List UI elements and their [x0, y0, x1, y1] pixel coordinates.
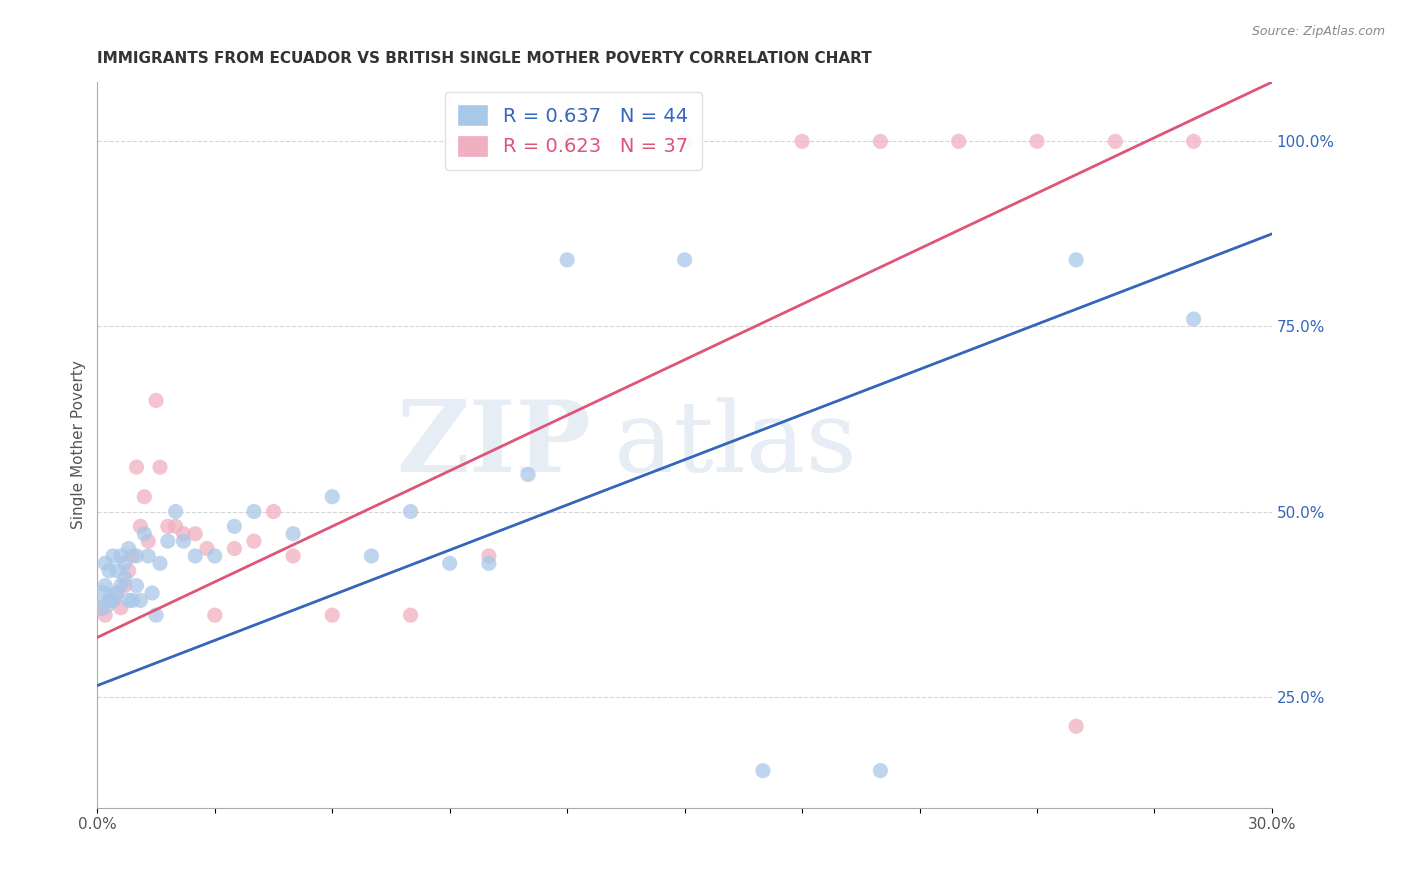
Point: [118, 593, 141, 607]
Point: [129, 593, 152, 607]
Point: [184, 526, 207, 541]
Point: [114, 571, 136, 585]
Point: [204, 608, 226, 623]
Text: Source: ZipAtlas.com: Source: ZipAtlas.com: [1251, 25, 1385, 38]
Point: [149, 460, 172, 475]
Point: [321, 608, 343, 623]
Text: IMMIGRANTS FROM ECUADOR VS BRITISH SINGLE MOTHER POVERTY CORRELATION CHART: IMMIGRANTS FROM ECUADOR VS BRITISH SINGL…: [97, 51, 872, 66]
Point: [105, 586, 128, 600]
Point: [224, 541, 246, 556]
Point: [90, 600, 112, 615]
Point: [110, 600, 132, 615]
Point: [114, 557, 136, 571]
Point: [281, 549, 304, 563]
Point: [243, 534, 266, 549]
Point: [125, 578, 148, 592]
Point: [125, 549, 148, 563]
Point: [948, 134, 970, 148]
Point: [136, 534, 159, 549]
Point: [165, 519, 187, 533]
Point: [555, 252, 578, 267]
Point: [98, 593, 121, 607]
Point: [98, 593, 121, 607]
Point: [224, 519, 246, 533]
Point: [184, 549, 207, 563]
Point: [204, 549, 226, 563]
Point: [1064, 252, 1087, 267]
Point: [94, 578, 117, 592]
Point: [399, 608, 422, 623]
Point: [517, 467, 540, 482]
Point: [173, 534, 195, 549]
Point: [101, 593, 124, 607]
Point: [136, 549, 159, 563]
Point: [90, 593, 112, 607]
Point: [156, 534, 179, 549]
Point: [673, 134, 696, 148]
Point: [869, 134, 891, 148]
Point: [110, 549, 132, 563]
Point: [101, 549, 124, 563]
Point: [149, 557, 172, 571]
Point: [141, 586, 163, 600]
Point: [94, 608, 117, 623]
Text: ZIP: ZIP: [395, 396, 591, 493]
Point: [1064, 719, 1087, 733]
Point: [790, 134, 813, 148]
Point: [478, 549, 501, 563]
Point: [118, 541, 141, 556]
Point: [1104, 134, 1126, 148]
Point: [145, 608, 167, 623]
Point: [173, 526, 195, 541]
Point: [105, 564, 128, 578]
Point: [110, 578, 132, 592]
Point: [118, 564, 141, 578]
Point: [105, 586, 128, 600]
Point: [165, 504, 187, 518]
Point: [156, 519, 179, 533]
Point: [134, 526, 156, 541]
Point: [399, 504, 422, 518]
Point: [145, 393, 167, 408]
Point: [1182, 134, 1205, 148]
Text: atlas: atlas: [614, 397, 856, 492]
Point: [121, 593, 143, 607]
Point: [195, 541, 218, 556]
Point: [673, 252, 696, 267]
Point: [1182, 312, 1205, 326]
Point: [121, 549, 143, 563]
Point: [281, 526, 304, 541]
Point: [360, 549, 382, 563]
Point: [243, 504, 266, 518]
Point: [101, 593, 124, 607]
Point: [321, 490, 343, 504]
Point: [869, 764, 891, 778]
Point: [114, 578, 136, 592]
Point: [94, 557, 117, 571]
Point: [263, 504, 285, 518]
Point: [134, 490, 156, 504]
Point: [478, 557, 501, 571]
Point: [98, 564, 121, 578]
Point: [125, 460, 148, 475]
Point: [1026, 134, 1049, 148]
Point: [555, 134, 578, 148]
Point: [439, 557, 461, 571]
Point: [129, 519, 152, 533]
Point: [752, 764, 775, 778]
Legend: R = 0.637   N = 44, R = 0.623   N = 37: R = 0.637 N = 44, R = 0.623 N = 37: [444, 92, 702, 169]
Y-axis label: Single Mother Poverty: Single Mother Poverty: [72, 360, 86, 529]
